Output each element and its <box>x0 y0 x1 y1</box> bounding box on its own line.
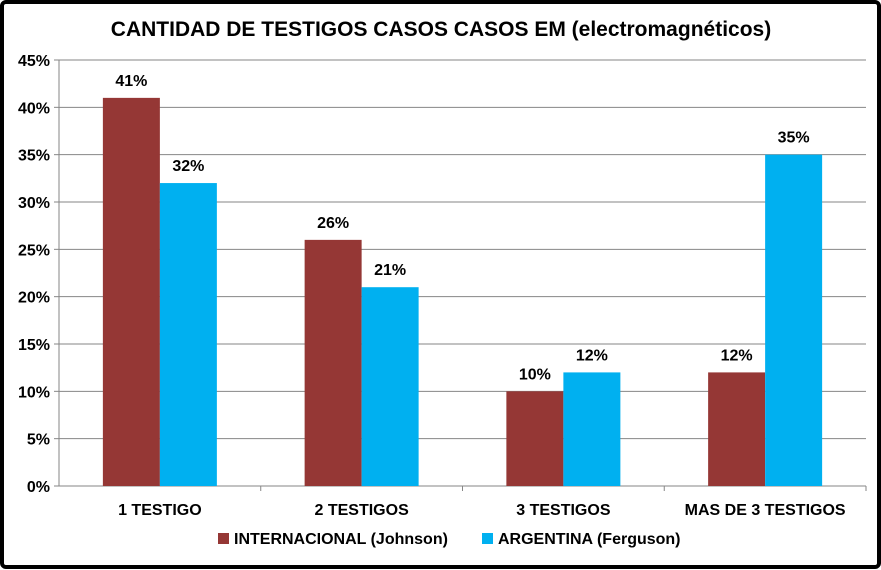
y-tick-label: 35% <box>18 148 50 165</box>
data-label: 12% <box>576 347 608 364</box>
data-label: 32% <box>172 158 204 175</box>
bars <box>102 97 823 487</box>
axes: 0% 5% 10% 15% 20% 25% 30% 35% 40% 45% 1 TESTIGO 2 T… <box>18 53 867 519</box>
legend-swatch <box>218 533 229 544</box>
bar-internacional <box>304 239 362 486</box>
y-tick-label: 0% <box>27 479 50 496</box>
bar-argentina <box>563 372 621 486</box>
y-tick-label: 15% <box>18 337 50 354</box>
legend-swatch <box>482 533 493 544</box>
bar-internacional <box>708 372 766 486</box>
bar-chart: CANTIDAD DE TESTIGOS CASOS CASOS EM (ele… <box>18 18 867 548</box>
y-tick-label: 45% <box>18 53 50 70</box>
data-label: 12% <box>721 347 753 364</box>
y-tick-label: 10% <box>18 384 50 401</box>
data-label: 35% <box>778 130 810 147</box>
legend-label: ARGENTINA (Ferguson) <box>498 531 681 548</box>
bar-internacional <box>506 391 564 486</box>
x-category-label: 2 TESTIGOS <box>315 502 410 519</box>
x-category-label: 3 TESTIGOS <box>516 502 611 519</box>
legend-label: INTERNACIONAL (Johnson) <box>234 531 448 548</box>
x-category-label: MAS DE 3 TESTIGOS <box>685 502 846 519</box>
legend: INTERNACIONAL (Johnson) ARGENTINA (Fergus… <box>218 531 681 548</box>
chart-title: CANTIDAD DE TESTIGOS CASOS CASOS EM (ele… <box>111 18 771 41</box>
x-category-label: 1 TESTIGO <box>118 502 202 519</box>
data-label: 21% <box>374 262 406 279</box>
y-tick-label: 5% <box>27 432 50 449</box>
bar-internacional <box>102 97 160 486</box>
data-label: 41% <box>115 73 147 90</box>
bar-argentina <box>361 287 419 486</box>
y-tick-label: 20% <box>18 290 50 307</box>
bar-argentina <box>765 154 823 486</box>
data-label: 10% <box>519 366 551 383</box>
data-labels: 41% 32% 26% 21% 10% 12% 12% 35% <box>115 73 809 383</box>
data-label: 26% <box>317 215 349 232</box>
y-tick-label: 25% <box>18 242 50 259</box>
y-tick-label: 30% <box>18 195 50 212</box>
bar-argentina <box>159 183 217 487</box>
y-tick-label: 40% <box>18 100 50 117</box>
